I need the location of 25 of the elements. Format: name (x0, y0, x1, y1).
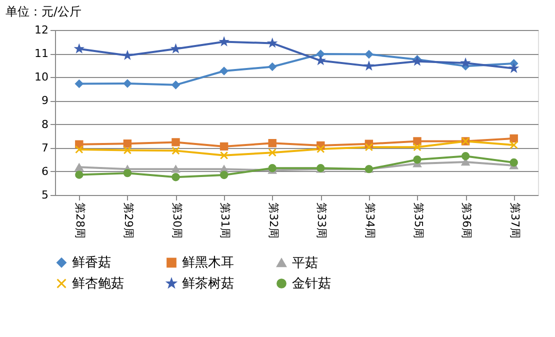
x-tick-label: 第28周 (74, 202, 87, 238)
legend-label: 鲜茶树菇 (182, 276, 234, 292)
y-tick-label: 12 (34, 24, 48, 36)
x-tick-label: 第34周 (363, 202, 376, 238)
legend-label: 鲜杏鲍菇 (72, 276, 124, 292)
legend-label: 鲜黑木耳 (182, 256, 234, 271)
x-tick-label: 第37周 (508, 202, 522, 238)
legend-label: 金针菇 (292, 276, 331, 292)
y-axis-title: 单位：元/公斤 (6, 4, 82, 18)
x-tick-label: 第36周 (460, 202, 474, 238)
legend-label: 鲜香菇 (72, 256, 111, 271)
x-tick-label: 第30周 (170, 202, 184, 238)
y-tick-label: 8 (42, 118, 48, 131)
y-tick-label: 6 (42, 164, 48, 178)
y-tick-label: 10 (34, 70, 48, 84)
x-tick-label: 第31周 (218, 202, 232, 238)
y-tick-label: 5 (42, 188, 48, 202)
x-tick-label: 第32周 (266, 202, 280, 238)
legend-label: 平菇 (292, 256, 318, 271)
x-tick-label: 第35周 (412, 202, 425, 238)
y-tick-label: 11 (34, 47, 48, 60)
x-tick-label: 第29周 (122, 202, 135, 238)
y-tick-label: 7 (42, 141, 48, 154)
y-tick-label: 9 (42, 94, 48, 108)
x-tick-label: 第33周 (315, 202, 328, 238)
